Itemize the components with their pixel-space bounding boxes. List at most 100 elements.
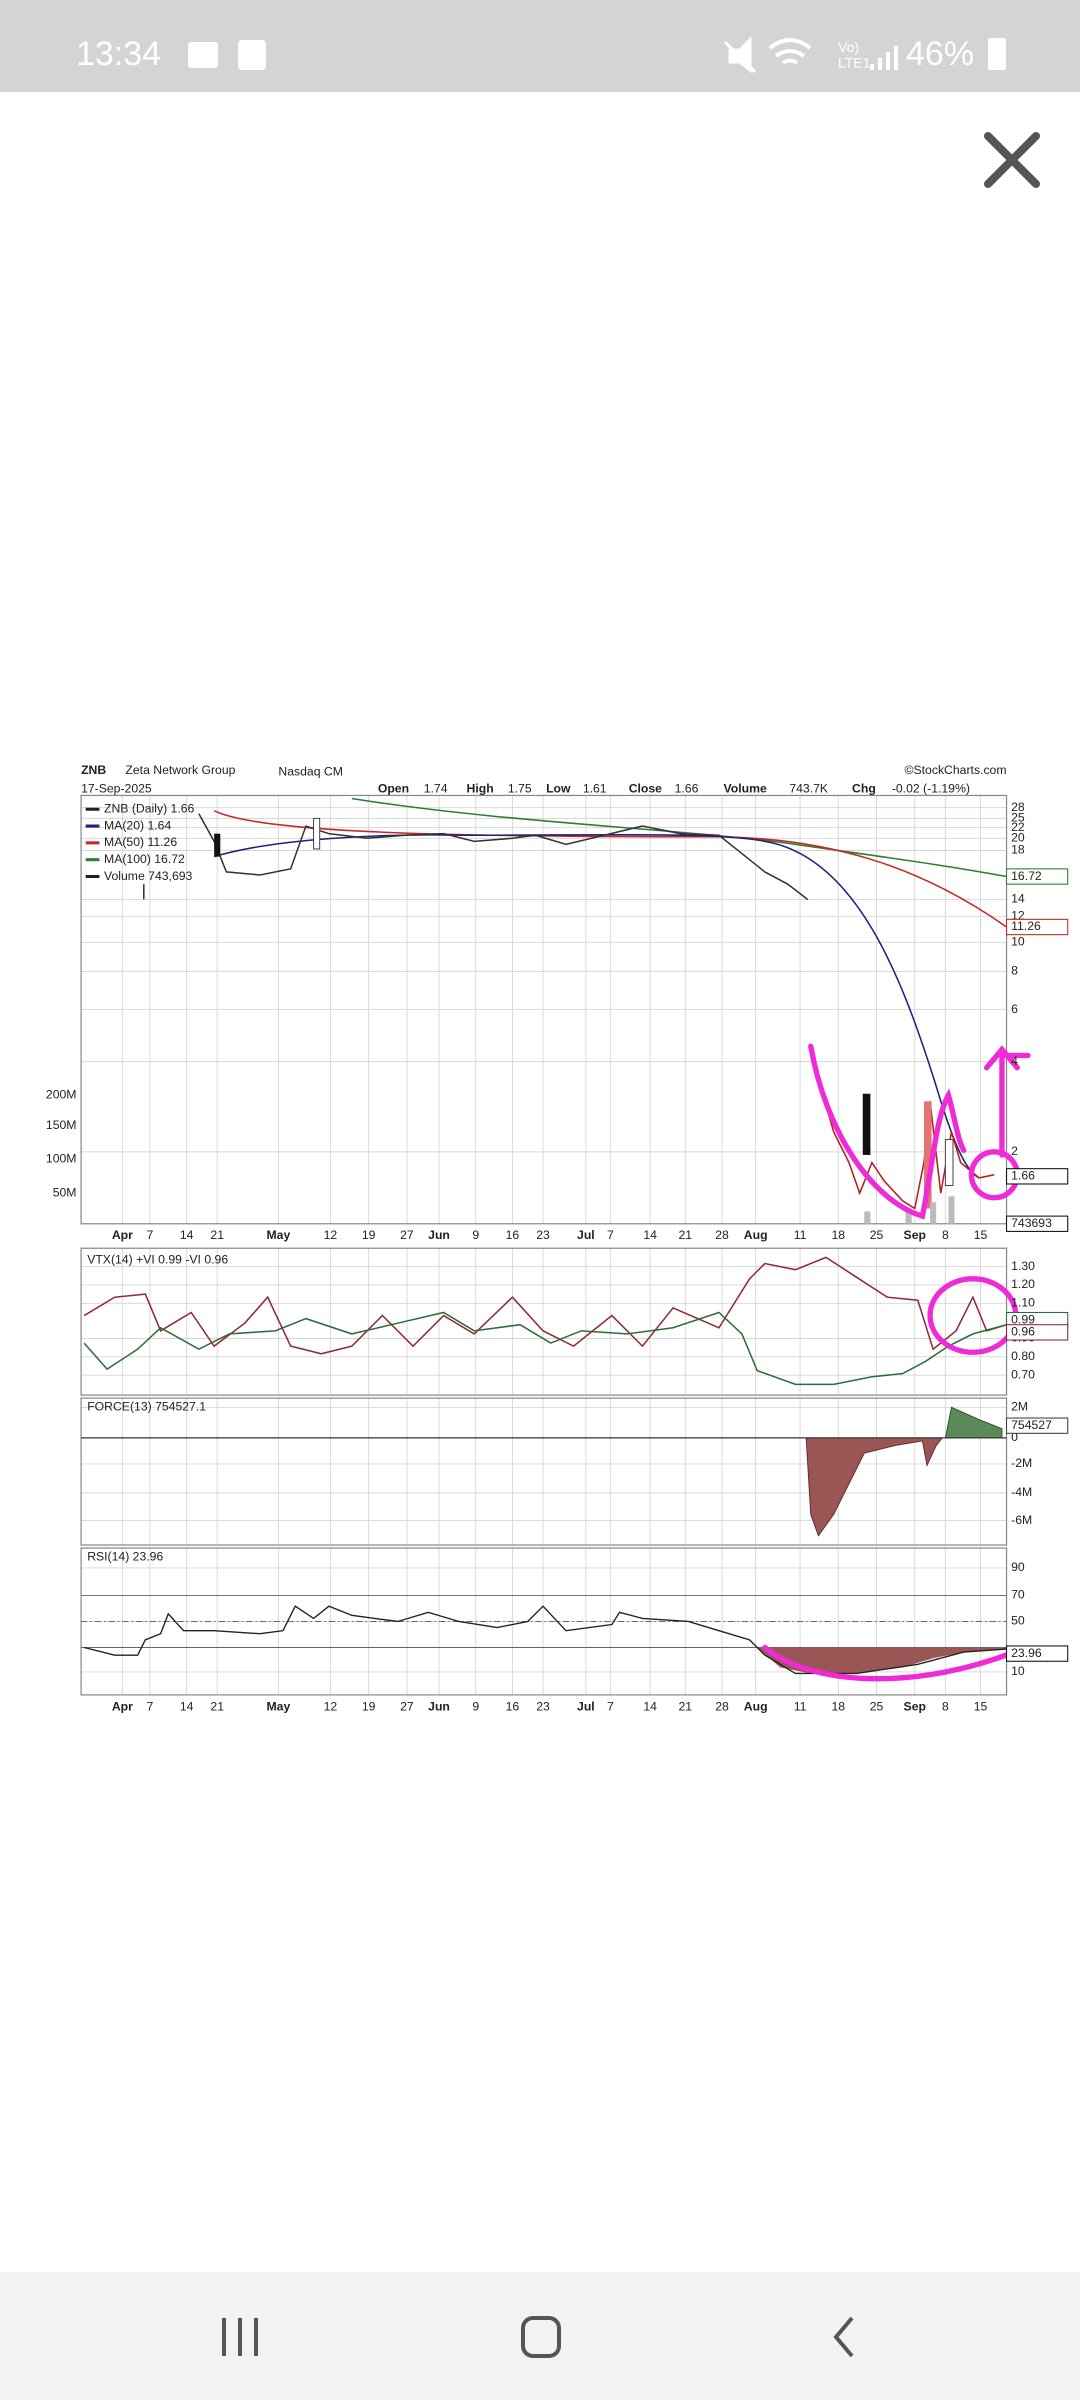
x-label: 7 [607,1699,614,1713]
wifi-icon [768,38,812,65]
price-line-late [809,1047,995,1210]
x-label: 14 [180,1699,194,1713]
legend-swatch [85,858,100,862]
candle [214,833,221,857]
x-label: Jun [428,1228,450,1242]
source: ©StockCharts.com [905,763,1007,777]
x-label: 9 [472,1228,479,1242]
y-tick-label: 1.20 [1011,1277,1035,1291]
x-label: 21 [210,1699,224,1713]
annotation-curve [808,1043,967,1220]
x-label: 28 [715,1228,729,1242]
y-tick-label: 6 [1011,1002,1018,1016]
x-label: 14 [180,1228,194,1242]
clock: 13:34 [76,35,161,73]
y-tick-label: 50 [1011,1614,1025,1628]
x-label: 15 [974,1699,988,1713]
navigation-bar [0,2272,1080,2400]
candle [944,1139,954,1186]
x-label: 21 [210,1228,224,1242]
x-label: 28 [715,1699,729,1713]
x-label: 15 [974,1228,988,1242]
value-badge [1006,1324,1069,1341]
x-label: 18 [831,1228,845,1242]
x-label: 27 [400,1699,414,1713]
mute-icon [723,36,757,74]
value-badge-label: 0.99 [1011,1312,1035,1326]
quote-value: 1.61 [583,782,607,796]
quote: Open 1.74 High 1.75 Low 1.61 Close 1.66 Volume 74… [378,782,970,796]
value-badge-label: 0.96 [1011,1325,1035,1339]
x-label: 16 [506,1228,520,1242]
volume-tick-label: 200M [46,1087,77,1101]
volume-tick-label: 50M [53,1185,77,1199]
annotation-rsi-curve [762,1644,1025,1682]
close-button[interactable] [984,132,1040,188]
value-badge [1006,1215,1069,1232]
y-tick-label: 28 [1011,800,1025,814]
vtx-plus-line [83,1311,1007,1386]
x-label: 12 [324,1228,338,1242]
quote-label: High [467,782,494,796]
legend-swatch [85,841,100,845]
x-label: Sep [904,1228,926,1242]
x-label: Aug [744,1699,768,1713]
y-tick-label: 10 [1011,1664,1025,1678]
y-tick-label: 2 [1011,1144,1018,1158]
y-tick-label: 70 [1011,1588,1025,1602]
x-label: Jun [428,1699,450,1713]
y-tick-label: -6M [1011,1513,1032,1527]
battery-icon [988,38,1006,70]
x-label: 25 [870,1228,884,1242]
x-label: 21 [679,1699,693,1713]
value-badge-label: 16.72 [1011,869,1042,883]
x-label: May [267,1228,291,1242]
x-label: 19 [362,1699,376,1713]
x-label: 21 [679,1228,693,1242]
value-badge-label: 11.26 [1011,919,1041,933]
value-badge-label: 743693 [1011,1216,1052,1230]
y-tick-label: 0.70 [1011,1367,1035,1381]
home-button[interactable] [521,2316,561,2358]
x-label: 7 [147,1699,154,1713]
y-tick-label: -2M [1011,1456,1032,1470]
legend-entry: MA(100) 16.72 [104,852,185,866]
legend-swatch [85,874,100,879]
battery-level: 46% [906,35,974,73]
x-label: 27 [400,1228,414,1242]
quote-label: Low [546,782,571,796]
y-tick-label: 1.10 [1011,1296,1035,1310]
axis-labels: AprApr7714142121MayMay121219192727JunJun… [46,800,1069,1713]
quote-value: 1.74 [424,782,448,796]
legend-entry: MA(20) 1.64 [104,818,171,832]
candle [313,817,321,850]
candle [862,1093,871,1155]
y-tick-label: -4M [1011,1485,1032,1499]
back-button[interactable] [833,2316,854,2358]
force-label: FORCE(13) 754527.1 [87,1400,206,1414]
x-label: Apr [112,1228,133,1242]
annotation-arrow [983,1045,1031,1158]
status-bar [0,0,1080,92]
quote-label: Volume [724,782,767,796]
y-tick-label: 0.80 [1011,1349,1035,1363]
symbol: ZNB [81,763,106,777]
x-label: Aug [744,1228,768,1242]
y-tick-label: 10 [1011,935,1025,949]
force-panel [80,1397,1008,1546]
y-tick-label: 8 [1011,964,1018,978]
x-label: 23 [536,1699,550,1713]
y-tick-label: 1.30 [1011,1259,1035,1273]
quote-value: 1.66 [675,782,699,796]
volume-tick-label: 100M [46,1152,77,1166]
x-label: Jul [577,1699,595,1713]
ma50-line [213,810,1007,928]
quote-value: 743.7K [789,782,829,796]
value-badge [1006,868,1069,885]
recent-apps-button[interactable] [222,2318,258,2356]
x-label: May [267,1699,291,1713]
x-label: 7 [147,1228,154,1242]
x-label: 12 [324,1699,338,1713]
